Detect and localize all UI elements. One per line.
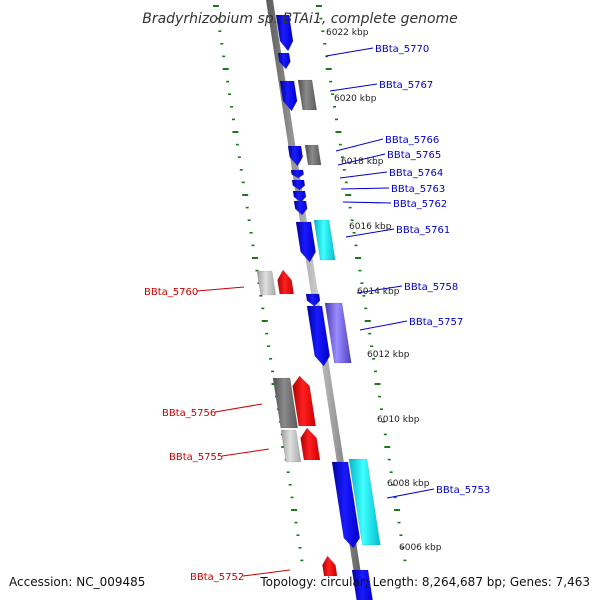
tick-label-6012: 6012 kbp [367,350,410,360]
leader-line [242,569,291,577]
gene-feature-5762[interactable] [292,190,307,203]
leader-line [196,286,245,292]
leader-line [337,153,386,166]
gene-feature-5764[interactable] [290,169,305,179]
gene-label-bbta-5761[interactable]: BBta_5761 [396,225,450,236]
label-leader-lines [196,47,435,577]
gene-label-bbta-5756[interactable]: BBta_5756 [162,408,216,419]
tick-label-6010: 6010 kbp [377,415,420,425]
gene-feature-5753[interactable] [348,458,381,546]
gene-label-bbta-5755[interactable]: BBta_5755 [169,452,223,463]
leader-line [335,138,384,152]
gene-feature-5770b[interactable] [277,52,291,70]
gene-feature-5766[interactable] [287,145,304,167]
gene-label-bbta-5770[interactable]: BBta_5770 [375,44,429,55]
tick-label-6006: 6006 kbp [399,543,442,553]
gene-label-bbta-5764[interactable]: BBta_5764 [389,168,443,179]
topology-text: Topology: circular; Length: 8,264,687 bp… [259,575,590,589]
tick-label-6008: 6008 kbp [387,479,430,489]
gene-feature-5760[interactable] [256,270,277,296]
gene-feature-5756b[interactable] [292,375,317,427]
gene-feature-5757b[interactable] [306,305,331,367]
map-title: Bradyrhizobium sp. BTAi1, complete genom… [142,11,458,27]
leader-line [386,488,435,499]
gene-feature-5752[interactable] [322,555,338,577]
gene-feature-5760b[interactable] [277,269,295,295]
leader-line [345,228,395,238]
tick-label-6018: 6018 kbp [341,157,384,167]
leader-line [214,403,263,413]
gene-feature-5767[interactable] [279,80,298,112]
gene-feature-5765[interactable] [304,144,322,166]
leader-line [359,320,408,331]
gene-feature-5756[interactable] [272,377,299,429]
gene-label-bbta-5760[interactable]: BBta_5760 [144,287,198,298]
leader-line [356,285,403,294]
tick-label-6020: 6020 kbp [334,94,377,104]
gene-feature-5761b[interactable] [313,219,336,261]
leader-line [329,83,378,92]
gene-feature-5755[interactable] [280,429,302,463]
gene-label-bbta-5752[interactable]: BBta_5752 [190,572,244,583]
gene-feature-5767b[interactable] [297,79,318,111]
leader-line [339,171,388,179]
tick-label-6016: 6016 kbp [349,222,392,232]
tick-label-6014: 6014 kbp [357,287,400,297]
leader-line [342,201,392,204]
gene-label-bbta-5765[interactable]: BBta_5765 [387,150,441,161]
gene-feature-5757[interactable] [324,302,352,364]
gene-feature-5762b[interactable] [293,200,308,216]
gene-label-bbta-5757[interactable]: BBta_5757 [409,317,463,328]
tick-marks [212,5,407,562]
tick-label-6022: 6022 kbp [326,28,369,38]
gene-feature-5763[interactable] [291,179,306,191]
gene-label-bbta-5758[interactable]: BBta_5758 [404,282,458,293]
gene-feature-5758[interactable] [305,293,321,307]
gene-features [256,14,381,600]
gene-feature-5755b[interactable] [300,427,321,461]
gene-label-bbta-5767[interactable]: BBta_5767 [379,80,433,91]
gene-feature-5753b[interactable] [331,461,361,549]
leader-line [221,448,270,457]
leader-line [325,47,374,57]
gene-feature-5761[interactable] [295,221,316,263]
gene-feature-bottom[interactable] [351,569,374,600]
gene-label-bbta-5766[interactable]: BBta_5766 [385,135,439,146]
gene-feature-5770[interactable] [275,14,294,52]
gene-label-bbta-5762[interactable]: BBta_5762 [393,199,447,210]
gene-label-bbta-5763[interactable]: BBta_5763 [391,184,445,195]
leader-line [340,187,390,190]
accession-text: Accession: NC_009485 [9,575,145,589]
gene-label-bbta-5753[interactable]: BBta_5753 [436,485,490,496]
